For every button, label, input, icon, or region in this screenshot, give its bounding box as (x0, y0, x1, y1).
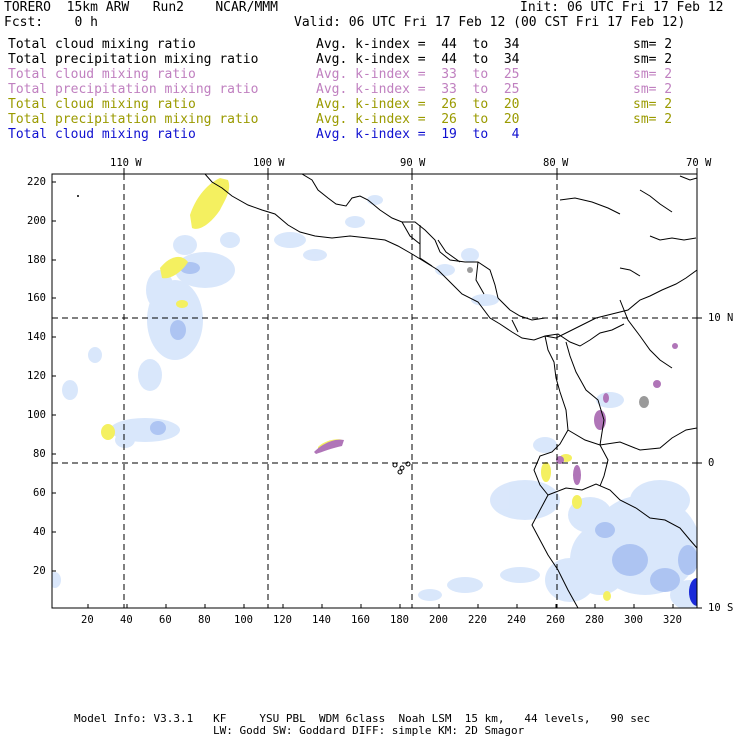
x-tick-label: 200 (429, 614, 448, 626)
legend-field: Total cloud mixing ratio (8, 37, 196, 52)
lon-label: 110 W (110, 157, 142, 169)
y-tick-label: 120 (27, 370, 46, 382)
x-tick-label: 120 (273, 614, 292, 626)
y-tick-label: 20 (33, 565, 46, 577)
x-tick-label: 80 (198, 614, 211, 626)
lat-label: 10 S (708, 602, 734, 614)
coastlines (204, 174, 697, 608)
model-title: TORERO 15km ARW Run2 NCAR/MMM (4, 0, 278, 15)
lon-label: 90 W (400, 157, 426, 169)
small-island-marker (77, 195, 79, 197)
x-tick-label: 140 (312, 614, 331, 626)
legend-kindex: Avg. k-index = 44 to 34 (316, 52, 520, 67)
legend-sm: sm= 2 (633, 37, 673, 52)
model-info: Model Info: V3.3.1 KF YSU PBL WDM 6class… (74, 712, 651, 725)
x-tick-label: 180 (390, 614, 409, 626)
legend-kindex: Avg. k-index = 19 to 4 (316, 127, 520, 142)
legend-field: Total precipitation mixing ratio (8, 52, 259, 67)
lat-lon-grid (52, 174, 697, 608)
legend-sm: sm= 2 (633, 112, 673, 127)
legend-kindex: Avg. k-index = 26 to 20 (316, 112, 520, 127)
y-tick-label: 40 (33, 526, 46, 538)
cloud-field-dark (689, 578, 697, 606)
lat-label: 10 N (708, 312, 734, 324)
purple-field (314, 343, 678, 485)
y-tick-label: 160 (27, 292, 46, 304)
map-frame (51, 173, 698, 609)
lon-label: 70 W (686, 157, 712, 169)
x-tick-label: 320 (663, 614, 682, 626)
x-tick-label: 60 (159, 614, 172, 626)
legend-kindex: Avg. k-index = 33 to 25 (316, 67, 520, 82)
legend-sm: sm= 2 (633, 67, 673, 82)
x-tick-label: 260 (546, 614, 565, 626)
physics-info: LW: Godd SW: Goddard DIFF: simple KM: 2D… (213, 724, 525, 737)
cloud-field-medium (150, 262, 697, 592)
x-tick-label: 240 (507, 614, 526, 626)
legend-field: Total cloud mixing ratio (8, 97, 196, 112)
y-tick-label: 140 (27, 331, 46, 343)
y-tick-label: 80 (33, 448, 46, 460)
x-tick-label: 280 (585, 614, 604, 626)
lon-label: 100 W (253, 157, 285, 169)
lon-label: 80 W (543, 157, 569, 169)
x-tick-label: 300 (624, 614, 643, 626)
axis-ticks (52, 168, 702, 609)
cloud-field-light (52, 195, 697, 608)
x-tick-label: 40 (120, 614, 133, 626)
init-time: Init: 06 UTC Fri 17 Feb 12 (520, 0, 724, 15)
legend-sm: sm= 2 (633, 52, 673, 67)
y-tick-label: 60 (33, 487, 46, 499)
gray-field (467, 267, 649, 408)
x-tick-label: 100 (234, 614, 253, 626)
legend-field: Total precipitation mixing ratio (8, 82, 259, 97)
x-tick-label: 20 (81, 614, 94, 626)
x-tick-label: 160 (351, 614, 370, 626)
y-tick-label: 100 (27, 409, 46, 421)
legend-field: Total precipitation mixing ratio (8, 112, 259, 127)
valid-time: Valid: 06 UTC Fri 17 Feb 12 (00 CST Fri … (294, 15, 686, 30)
legend-kindex: Avg. k-index = 44 to 34 (316, 37, 520, 52)
legend-sm: sm= 2 (633, 97, 673, 112)
forecast-hour: Fcst: 0 h (4, 15, 98, 30)
legend-field: Total cloud mixing ratio (8, 67, 196, 82)
legend-field: Total cloud mixing ratio (8, 127, 196, 142)
lat-label: 0 (708, 457, 715, 469)
y-tick-label: 200 (27, 215, 46, 227)
legend-sm: sm= 2 (633, 82, 673, 97)
y-tick-label: 180 (27, 254, 46, 266)
x-tick-label: 220 (468, 614, 487, 626)
y-tick-label: 220 (27, 176, 46, 188)
legend-kindex: Avg. k-index = 33 to 25 (316, 82, 520, 97)
legend-kindex: Avg. k-index = 26 to 20 (316, 97, 520, 112)
